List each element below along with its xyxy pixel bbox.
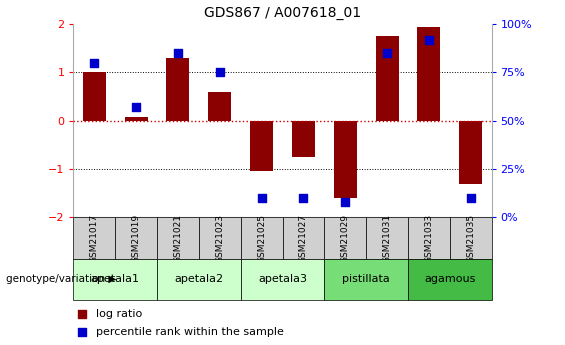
Title: GDS867 / A007618_01: GDS867 / A007618_01	[204, 6, 361, 20]
Bar	[167, 58, 189, 121]
Bar	[366, 217, 408, 259]
Point	[257, 195, 266, 201]
Point	[77, 329, 86, 335]
Bar	[450, 217, 492, 259]
Text: GSM21021: GSM21021	[173, 214, 182, 263]
Bar	[157, 259, 241, 300]
Point	[341, 199, 350, 205]
Text: apetala1: apetala1	[91, 275, 140, 284]
Bar	[73, 259, 157, 300]
Bar	[125, 117, 147, 121]
Text: GSM21025: GSM21025	[257, 214, 266, 263]
Bar	[250, 121, 273, 171]
Text: GSM21023: GSM21023	[215, 214, 224, 263]
Bar	[241, 259, 324, 300]
Point	[90, 60, 99, 66]
Point	[173, 50, 182, 56]
Bar	[282, 217, 324, 259]
Bar	[157, 217, 199, 259]
Bar	[241, 217, 282, 259]
Text: apetala3: apetala3	[258, 275, 307, 284]
Bar	[115, 217, 157, 259]
Text: GSM21027: GSM21027	[299, 214, 308, 263]
Text: GSM21035: GSM21035	[466, 214, 475, 263]
Point	[299, 195, 308, 201]
Text: pistillata: pistillata	[342, 275, 390, 284]
Bar	[73, 217, 115, 259]
Bar	[408, 259, 492, 300]
Bar	[292, 121, 315, 157]
Text: GSM21019: GSM21019	[132, 214, 141, 263]
Point	[215, 70, 224, 75]
Bar	[208, 92, 231, 121]
Point	[424, 37, 433, 42]
Point	[132, 105, 141, 110]
Text: agamous: agamous	[424, 275, 475, 284]
Text: GSM21029: GSM21029	[341, 214, 350, 263]
Point	[383, 50, 392, 56]
Text: GSM21017: GSM21017	[90, 214, 99, 263]
Text: genotype/variation ▶: genotype/variation ▶	[6, 275, 116, 284]
Bar	[83, 72, 106, 121]
Text: GSM21031: GSM21031	[383, 214, 392, 263]
Bar	[324, 217, 366, 259]
Bar	[376, 36, 398, 121]
Text: log ratio: log ratio	[97, 309, 143, 319]
Bar	[418, 27, 440, 121]
Text: percentile rank within the sample: percentile rank within the sample	[97, 327, 284, 337]
Text: GSM21033: GSM21033	[424, 214, 433, 263]
Bar	[408, 217, 450, 259]
Bar	[459, 121, 482, 184]
Point	[77, 312, 86, 317]
Point	[466, 195, 475, 201]
Text: apetala2: apetala2	[175, 275, 223, 284]
Bar	[334, 121, 357, 198]
Bar	[199, 217, 241, 259]
Bar	[324, 259, 408, 300]
